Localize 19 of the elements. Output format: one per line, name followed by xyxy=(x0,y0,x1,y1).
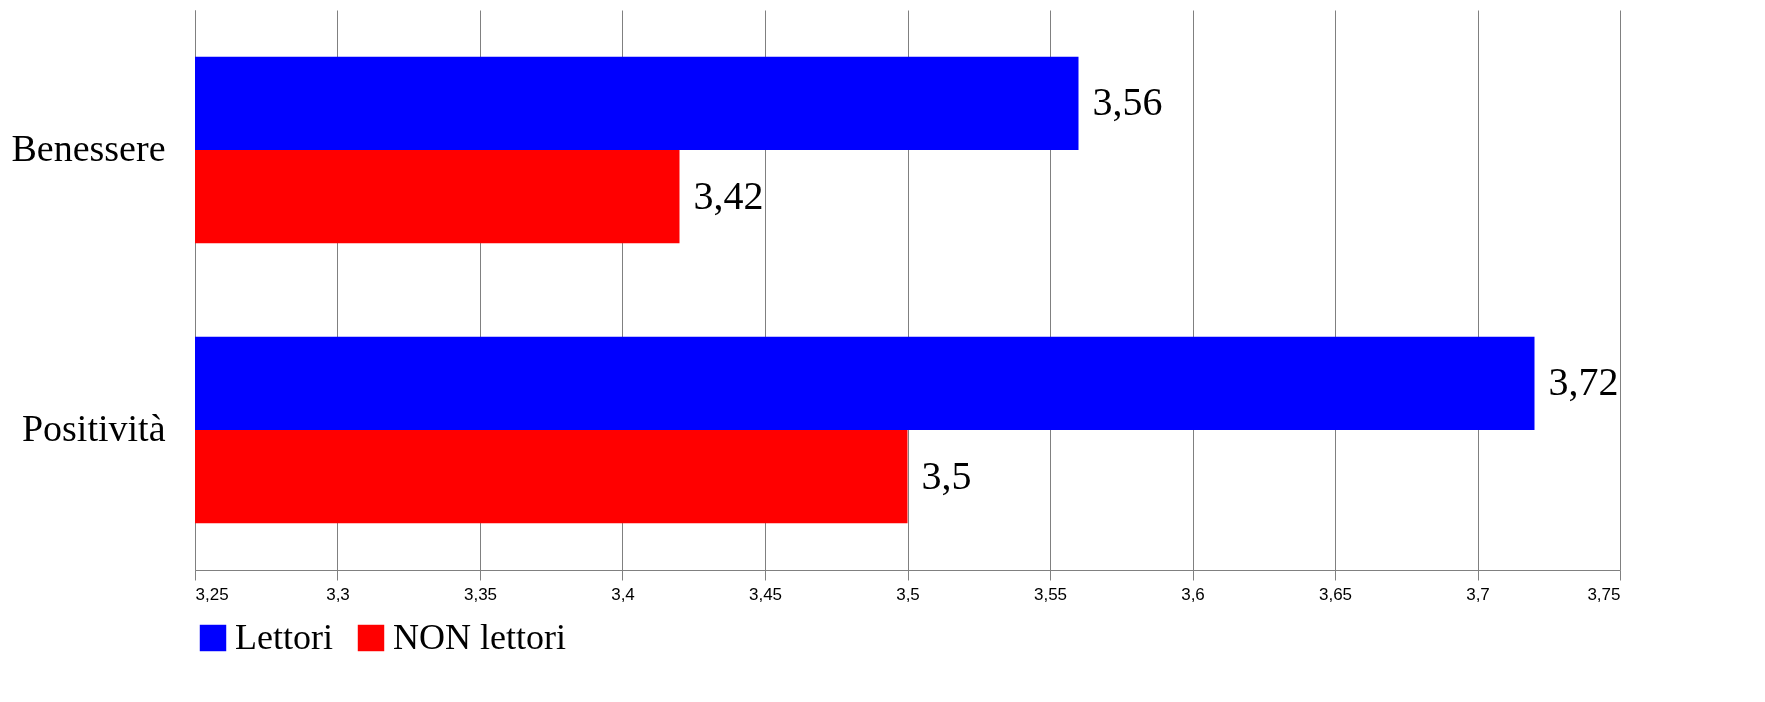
x-tick-label: 3,6 xyxy=(1181,584,1205,604)
x-tick-label: 3,35 xyxy=(463,584,498,604)
x-tick-label: 3,75 xyxy=(1587,584,1621,604)
legend-label: Lettori xyxy=(235,617,333,657)
data-label: 3,56 xyxy=(1092,79,1163,125)
x-tick-label: 3,7 xyxy=(1466,584,1490,604)
x-tick-label: 3,65 xyxy=(1318,584,1353,604)
y-tick-label: Benessere xyxy=(11,127,166,169)
x-tick-label: 3,5 xyxy=(896,584,920,604)
data-label: 3,42 xyxy=(693,172,764,218)
data-label: 3,5 xyxy=(921,452,972,498)
x-tick-label: 3,45 xyxy=(748,584,783,604)
legend-label: NON lettori xyxy=(393,617,566,657)
x-tick-label: 3,25 xyxy=(195,584,229,604)
x-tick-label: 3,4 xyxy=(611,584,635,604)
x-tick-label: 3,55 xyxy=(1033,584,1068,604)
y-tick-label: Positività xyxy=(21,407,166,449)
x-tick-label: 3,3 xyxy=(326,584,350,604)
data-label: 3,72 xyxy=(1548,359,1619,405)
